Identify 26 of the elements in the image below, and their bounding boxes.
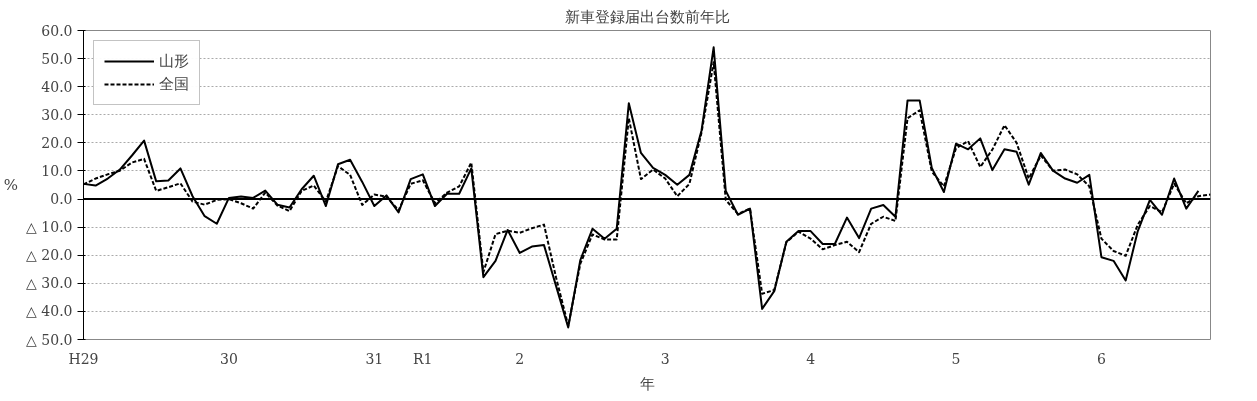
y-tick-label: 20.0 — [41, 134, 73, 151]
x-tick-label: 5 — [951, 350, 961, 367]
y-tick-label: 50.0 — [41, 50, 73, 67]
x-tick-label: 3 — [660, 350, 670, 367]
y-tick-label: △ 40.0 — [26, 303, 73, 320]
y-tick-label: △ 20.0 — [26, 247, 73, 264]
x-tick-label: 30 — [220, 350, 238, 367]
x-tick-label: H29 — [68, 350, 99, 367]
y-tick-label: 40.0 — [41, 78, 73, 95]
x-tick-label: 4 — [806, 350, 816, 367]
y-tick-label: △ 30.0 — [26, 275, 73, 292]
legend-label: 山形 — [159, 51, 189, 71]
y-tick-label: 0.0 — [50, 191, 73, 208]
x-tick-label: 31 — [365, 350, 384, 367]
y-tick-label: 10.0 — [41, 162, 73, 179]
x-tick-label: 6 — [1096, 350, 1106, 367]
y-tick-label: 60.0 — [41, 22, 73, 39]
x-axis-title: 年 — [639, 374, 655, 393]
y-tick-label: △ 50.0 — [26, 331, 73, 348]
x-tick-label: 2 — [515, 350, 525, 367]
y-axis-title: % — [3, 176, 19, 194]
y-tick-label: 30.0 — [41, 106, 73, 123]
legend-label: 全国 — [159, 74, 189, 94]
x-tick-label: R1 — [413, 350, 433, 367]
chart-title: 新車登録届出台数前年比 — [564, 7, 730, 26]
y-tick-label: △ 10.0 — [26, 219, 73, 236]
